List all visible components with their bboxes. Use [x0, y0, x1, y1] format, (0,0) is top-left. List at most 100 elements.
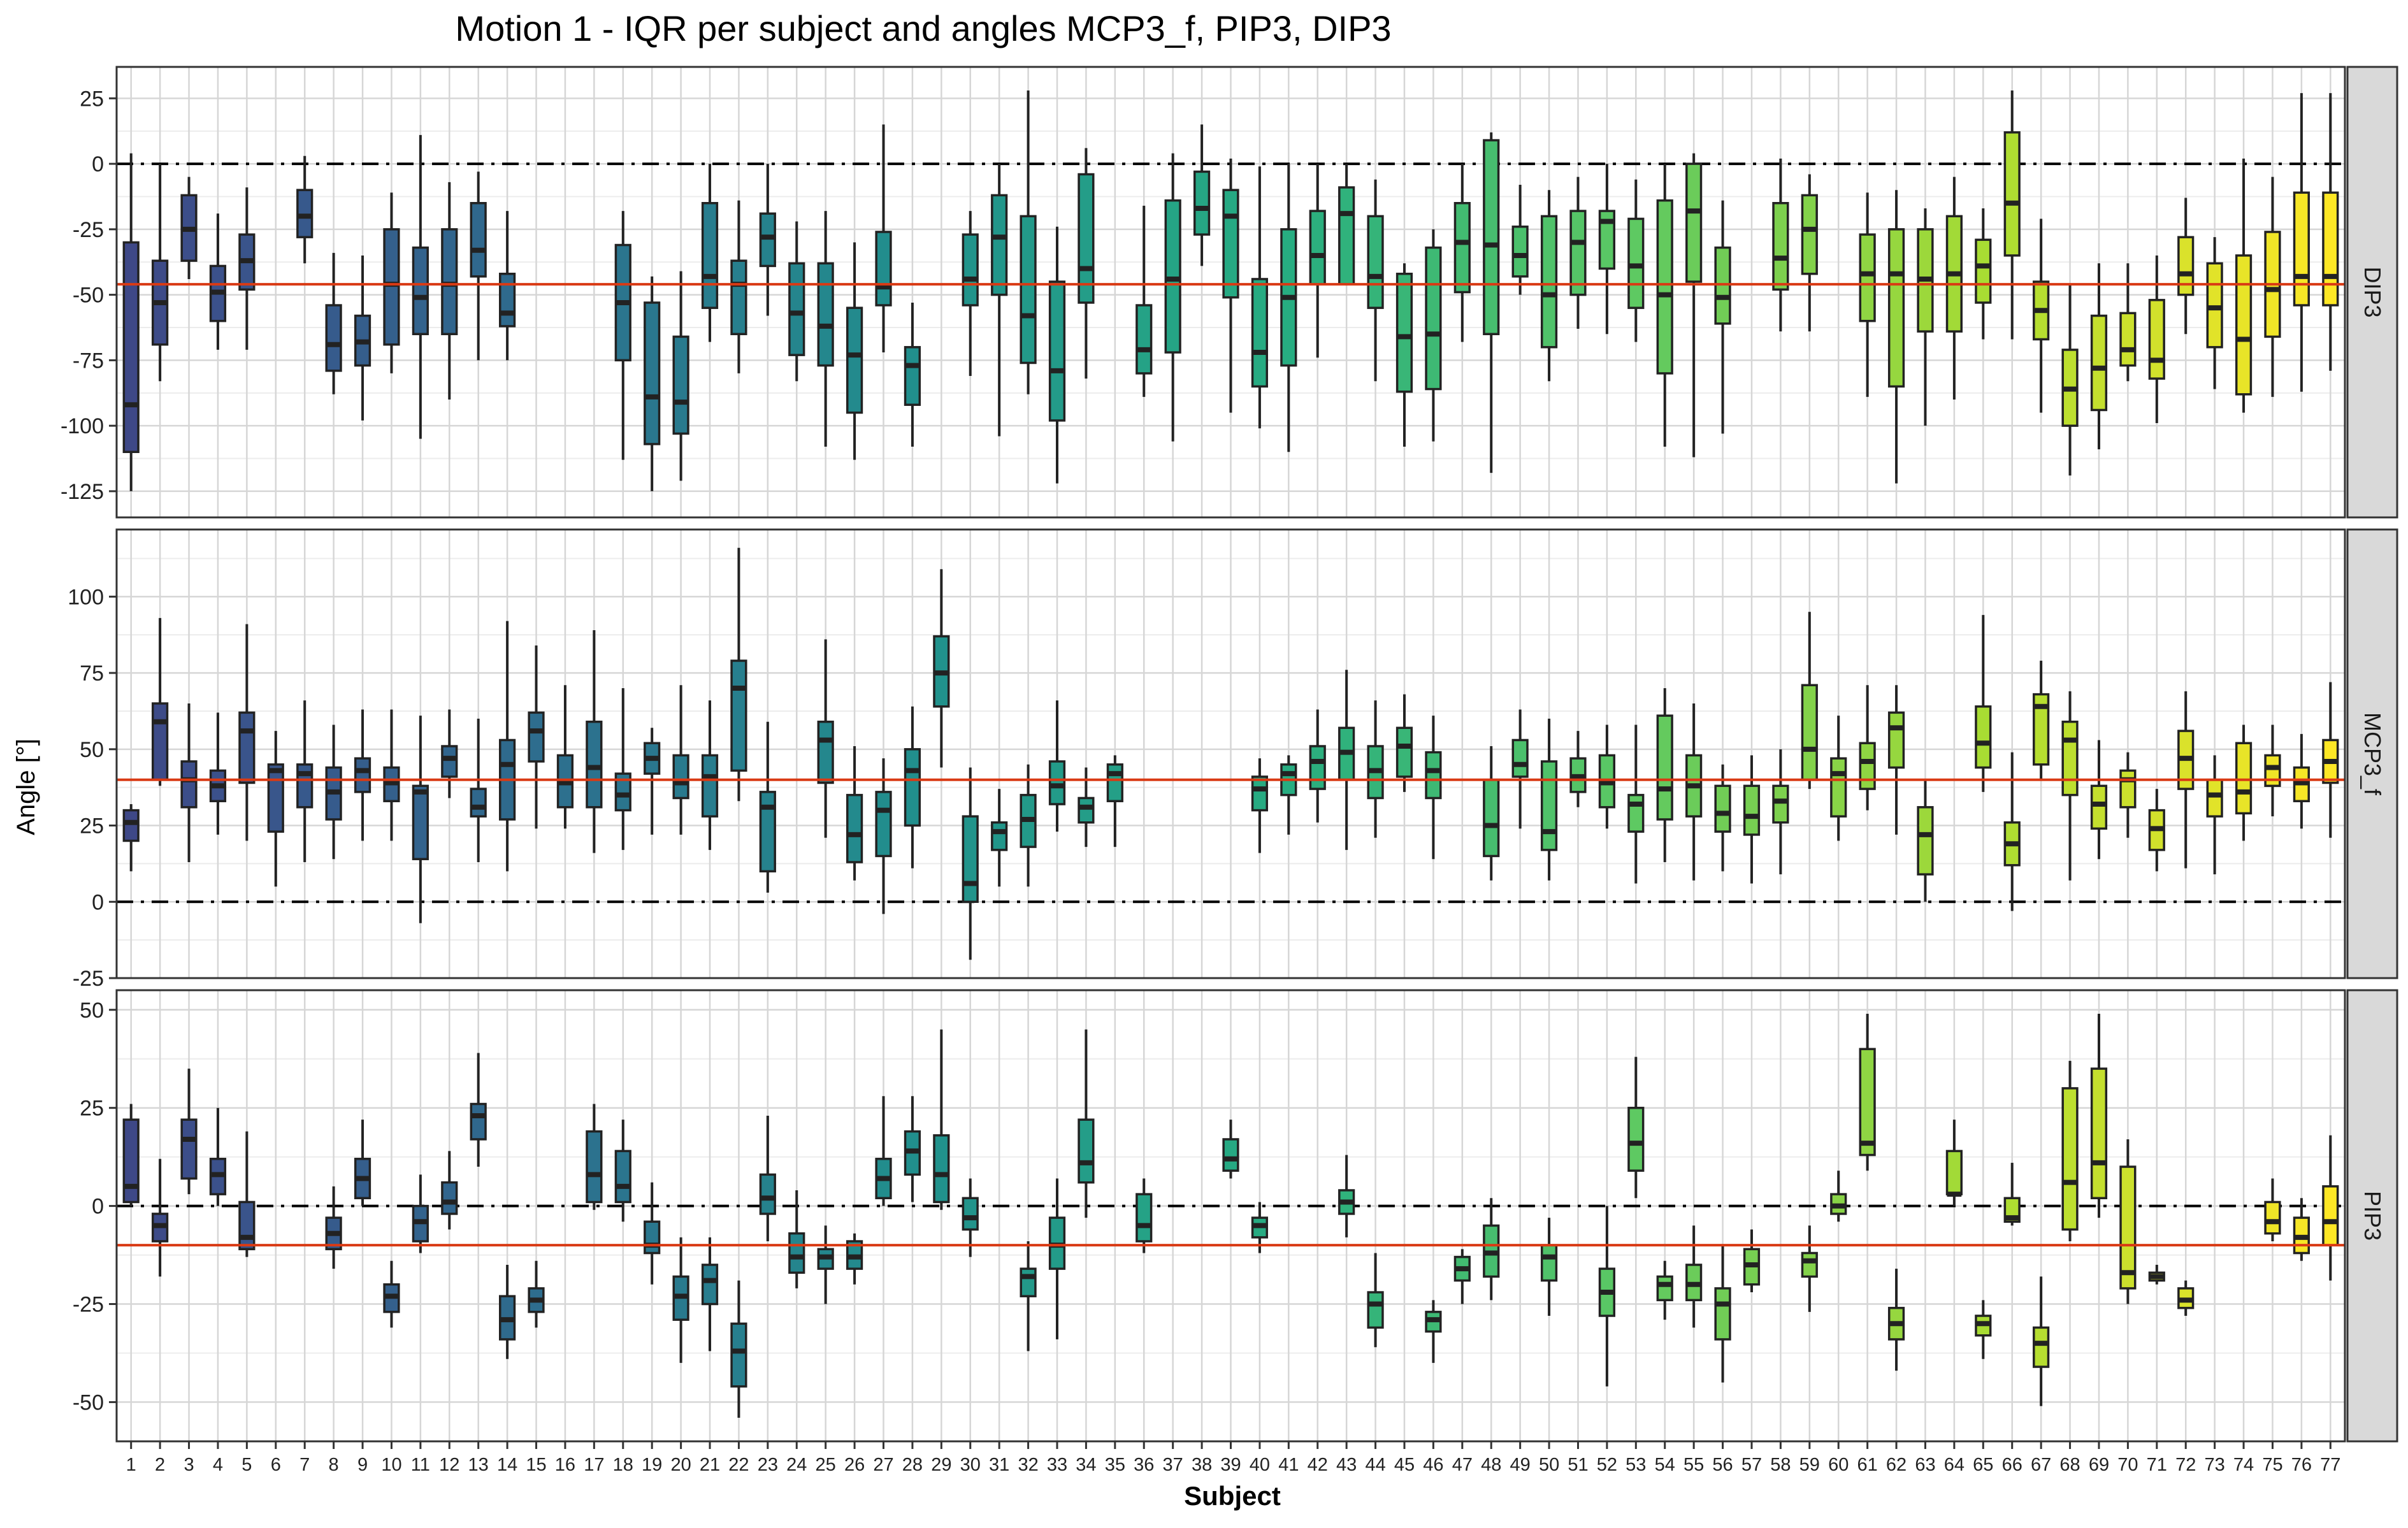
box-subject-42 — [1309, 709, 1326, 823]
x-tick-label: 35 — [1105, 1455, 1125, 1475]
y-tick-label: -50 — [73, 284, 104, 308]
box-subject-59 — [1801, 174, 1818, 332]
box-subject-42 — [1309, 164, 1326, 358]
iqr-box — [412, 246, 429, 336]
iqr-box — [2061, 1087, 2079, 1231]
iqr-box — [1859, 233, 1876, 322]
box-subject-19 — [644, 276, 661, 491]
iqr-box — [2119, 312, 2137, 367]
box-subject-47 — [1453, 1249, 1471, 1304]
box-subject-71 — [2148, 1264, 2165, 1285]
box-subject-21 — [701, 164, 719, 342]
iqr-box — [1917, 806, 1934, 876]
box-subject-73 — [2206, 755, 2223, 875]
box-subject-63 — [1917, 779, 1934, 902]
iqr-box — [846, 306, 863, 414]
iqr-box — [2090, 784, 2108, 830]
box-subject-55 — [1685, 153, 1703, 458]
box-subject-20 — [672, 271, 689, 481]
iqr-box — [1945, 1150, 1963, 1195]
x-tick-label: 58 — [1770, 1455, 1791, 1475]
x-tick-label: 51 — [1568, 1455, 1588, 1475]
iqr-box — [441, 1181, 458, 1215]
iqr-box — [1136, 1193, 1153, 1243]
box-subject-54 — [1656, 688, 1673, 863]
box-subject-44 — [1367, 1253, 1384, 1348]
box-subject-8 — [325, 1186, 342, 1269]
iqr-box — [2119, 1165, 2137, 1290]
box-subject-34 — [1078, 767, 1095, 847]
box-subject-63 — [1917, 208, 1934, 426]
box-subject-50 — [1540, 718, 1558, 881]
x-tick-label: 22 — [728, 1455, 749, 1475]
box-subject-65 — [1975, 1300, 1992, 1359]
iqr-box — [1714, 784, 1731, 833]
box-subject-27 — [875, 124, 892, 353]
iqr-box — [1020, 1267, 1037, 1297]
x-tick-label: 33 — [1047, 1455, 1067, 1475]
box-subject-13 — [470, 171, 487, 361]
box-subject-53 — [1627, 1056, 1645, 1199]
iqr-box — [991, 821, 1008, 851]
box-subject-17 — [586, 1104, 603, 1210]
iqr-box — [875, 231, 892, 306]
box-subject-52 — [1598, 164, 1616, 335]
iqr-box — [1540, 1244, 1558, 1282]
panel-dip3: 25 0 -25 -50 -75 -100 -125 DIP3 — [61, 66, 2398, 519]
x-tick-label: 1 — [126, 1455, 136, 1475]
box-subject-10 — [383, 709, 400, 841]
box-subject-46 — [1425, 1300, 1442, 1363]
iqr-box — [1627, 793, 1645, 833]
iqr-box — [672, 335, 689, 435]
iqr-box — [1801, 1251, 1818, 1278]
x-axis-label: Subject — [1184, 1481, 1281, 1511]
iqr-box — [325, 304, 342, 372]
iqr-box — [788, 1232, 805, 1274]
iqr-box — [1251, 775, 1269, 812]
x-tick-label: 12 — [439, 1455, 459, 1475]
box-subject-69 — [2090, 1013, 2108, 1218]
box-subject-32 — [1020, 1241, 1037, 1351]
y-tick-label: 50 — [80, 738, 104, 762]
box-subject-21 — [701, 1237, 719, 1351]
iqr-box — [1714, 246, 1731, 325]
box-subject-26 — [846, 242, 863, 460]
box-subject-64 — [1945, 1120, 1963, 1206]
box-subject-3 — [180, 1069, 198, 1195]
iqr-box — [1425, 246, 1442, 391]
x-tick-label: 32 — [1018, 1455, 1038, 1475]
iqr-box — [2322, 191, 2339, 306]
box-subject-70 — [2119, 263, 2137, 382]
iqr-box — [586, 720, 603, 809]
box-subject-31 — [991, 164, 1008, 436]
box-subject-5 — [238, 1131, 256, 1257]
x-tick-label: 7 — [299, 1455, 310, 1475]
facet-strip-label: PIP3 — [2360, 1191, 2386, 1241]
iqr-box — [1309, 745, 1326, 790]
iqr-box — [1164, 199, 1181, 354]
iqr-box — [2206, 778, 2223, 818]
iqr-box — [1714, 1287, 1731, 1341]
iqr-box — [180, 1118, 198, 1180]
x-tick-label: 50 — [1539, 1455, 1559, 1475]
x-tick-label: 28 — [902, 1455, 923, 1475]
facet-strip-label: DIP3 — [2360, 266, 2386, 317]
box-subject-15 — [528, 645, 545, 829]
iqr-box — [2090, 1067, 2108, 1200]
iqr-box — [701, 754, 719, 818]
box-subject-50 — [1540, 190, 1558, 382]
x-tick-label: 29 — [931, 1455, 951, 1475]
iqr-box — [2090, 314, 2108, 412]
x-tick-label: 9 — [357, 1455, 368, 1475]
box-subject-52 — [1598, 1206, 1616, 1387]
x-tick-label: 27 — [873, 1455, 893, 1475]
box-subject-37 — [1164, 153, 1181, 442]
y-tick-label: -25 — [73, 967, 104, 991]
iqr-box — [644, 1220, 661, 1255]
box-subject-61 — [1859, 685, 1876, 811]
iqr-box — [2206, 262, 2223, 349]
box-subject-48 — [1483, 746, 1500, 881]
x-tick-label: 6 — [271, 1455, 281, 1475]
iqr-box — [1193, 170, 1211, 236]
iqr-box — [122, 241, 140, 453]
